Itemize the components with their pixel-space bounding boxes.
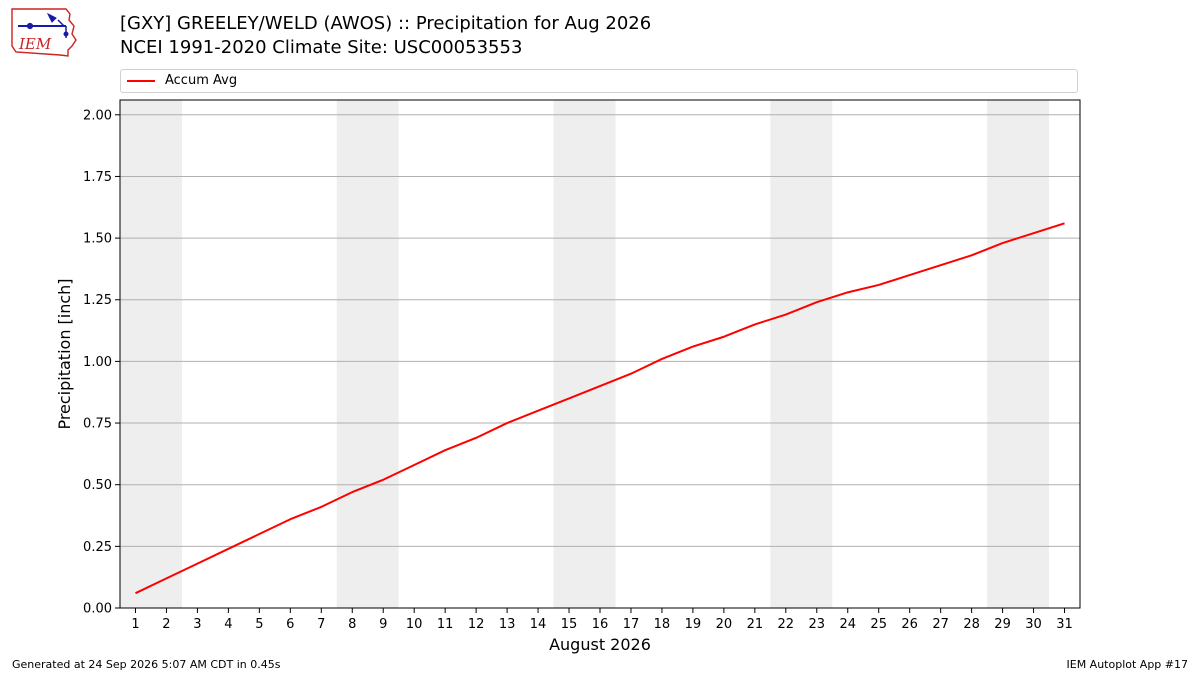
x-tick-label-2: 3 [193, 617, 201, 632]
x-tick-label-27: 28 [963, 617, 980, 632]
y-tick-label-2: 0.50 [83, 478, 112, 493]
iem-logo: IEM [8, 6, 80, 58]
x-tick-label-16: 17 [623, 617, 640, 632]
y-tick-label-4: 1.00 [83, 355, 112, 370]
x-tick-label-21: 22 [778, 617, 795, 632]
x-tick-label-19: 20 [716, 617, 733, 632]
x-tick-label-0: 1 [131, 617, 139, 632]
x-tick-label-9: 10 [406, 617, 423, 632]
y-tick-label-1: 0.25 [83, 540, 112, 555]
y-axis-label: Precipitation [inch] [55, 278, 74, 429]
x-tick-label-14: 15 [561, 617, 578, 632]
logo-text: IEM [18, 35, 52, 53]
weekend-band-4 [987, 100, 1050, 608]
y-axis-ticks: 0.00 0.25 0.50 0.75 1.00 1.25 1.50 1.75 2.00 [83, 108, 120, 617]
x-tick-label-26: 27 [932, 617, 949, 632]
chart-title: [GXY] GREELEY/WELD (AWOS) :: Precipitati… [120, 13, 652, 34]
series-lines [135, 222, 1065, 595]
x-tick-label-11: 12 [468, 617, 485, 632]
x-tick-label-4: 5 [255, 617, 263, 632]
legend-swatch-accum-avg [127, 80, 155, 82]
x-tick-label-12: 13 [499, 617, 516, 632]
x-tick-label-17: 18 [654, 617, 671, 632]
y-tick-label-3: 0.75 [83, 417, 112, 432]
x-tick-label-6: 7 [317, 617, 325, 632]
x-tick-label-25: 26 [901, 617, 918, 632]
chart-subtitle: NCEI 1991-2020 Climate Site: USC00053553 [120, 37, 523, 58]
x-tick-label-10: 11 [437, 617, 454, 632]
legend-label-accum-avg: Accum Avg [165, 73, 238, 88]
x-tick-label-28: 29 [994, 617, 1011, 632]
weekend-band-0 [120, 100, 182, 608]
iowa-outline-icon [11, 8, 77, 57]
x-tick-label-8: 9 [379, 617, 387, 632]
y-tick-label-8: 2.00 [83, 108, 112, 123]
x-tick-label-20: 21 [747, 617, 764, 632]
x-tick-label-1: 2 [162, 617, 170, 632]
generated-timestamp: Generated at 24 Sep 2026 5:07 AM CDT in … [12, 658, 281, 671]
x-tick-label-24: 25 [870, 617, 887, 632]
y-tick-label-6: 1.50 [83, 232, 112, 247]
x-tick-label-5: 6 [286, 617, 294, 632]
weekend-band-3 [770, 100, 833, 608]
legend: Accum Avg [120, 69, 1078, 93]
x-tick-label-29: 30 [1025, 617, 1042, 632]
weather-station-icon [18, 12, 69, 38]
weekend-bands [120, 100, 1050, 608]
x-tick-label-7: 8 [348, 617, 356, 632]
y-tick-label-7: 1.75 [83, 170, 112, 185]
x-tick-label-18: 19 [685, 617, 702, 632]
y-tick-label-0: 0.00 [83, 602, 112, 617]
series-line-accum-avg [135, 222, 1065, 595]
x-axis-ticks: 1 2 3 4 5 6 7 8 9 10 11 12 13 14 15 16 17 18 19 20 21 22 23 24 2… [131, 608, 1073, 632]
y-tick-label-5: 1.25 [83, 293, 112, 308]
x-tick-label-15: 16 [592, 617, 609, 632]
weekend-band-2 [553, 100, 616, 608]
x-tick-label-30: 31 [1056, 617, 1073, 632]
x-tick-label-22: 23 [809, 617, 826, 632]
app-credit: IEM Autoplot App #17 [1066, 658, 1189, 671]
weekend-band-1 [336, 100, 399, 608]
x-axis-label: August 2026 [549, 635, 651, 654]
x-tick-label-13: 14 [530, 617, 547, 632]
x-tick-label-3: 4 [224, 617, 232, 632]
x-tick-label-23: 24 [839, 617, 856, 632]
